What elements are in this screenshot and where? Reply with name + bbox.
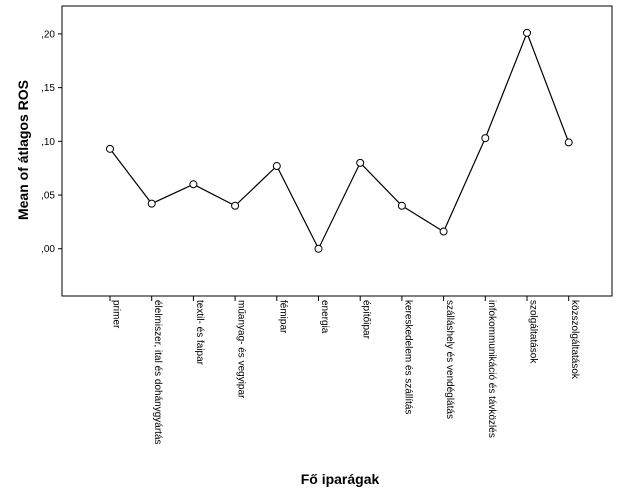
data-points (106, 28, 573, 253)
y-tick-label: ,00 (41, 244, 55, 255)
data-point (481, 134, 490, 143)
x-tick-label: kereskedelem és szállítás (402, 300, 413, 415)
x-tick-label: energia (319, 300, 330, 334)
y-axis: ,00 ,05 ,10 ,15 ,20 (41, 29, 62, 255)
data-point (106, 144, 114, 153)
data-point (189, 180, 198, 189)
x-tick-label: infokommunikáció és távközlés (486, 300, 497, 438)
x-tick-label: textil- és faipar (194, 300, 205, 366)
x-axis-title: Fő iparágak (301, 471, 380, 487)
x-tick-label: szálláshely és vendéglátás (444, 300, 455, 419)
x-tick-label: fémipar (277, 300, 288, 334)
y-tick-label: ,05 (41, 191, 55, 202)
y-tick-label: ,15 (41, 83, 55, 94)
x-axis: primer élelmiszer, ital és dohánygyártás t… (109, 296, 580, 445)
data-point (356, 158, 365, 167)
y-tick-label: ,20 (41, 29, 55, 40)
data-point (314, 244, 323, 253)
x-tick-label: műanyag- és vegyipar (236, 300, 247, 399)
plot-frame (61, 5, 613, 297)
x-tick-label: szolgáltatások (528, 300, 539, 364)
x-tick-label: élelmiszer, ital és dohánygyártás (152, 300, 163, 445)
x-tick-label: építőipar (361, 300, 372, 340)
data-point (439, 227, 448, 236)
data-point (397, 201, 406, 210)
x-tick-label: primer (111, 300, 122, 329)
data-point (272, 162, 281, 171)
data-point (231, 201, 240, 210)
y-tick-label: ,10 (41, 137, 55, 148)
data-point (564, 138, 573, 147)
data-point (147, 199, 156, 208)
x-tick-label: közszolgáltatások (569, 300, 580, 380)
data-point (523, 28, 531, 37)
series-line (109, 31, 570, 251)
y-axis-title: Mean of átlagos ROS (15, 80, 31, 220)
